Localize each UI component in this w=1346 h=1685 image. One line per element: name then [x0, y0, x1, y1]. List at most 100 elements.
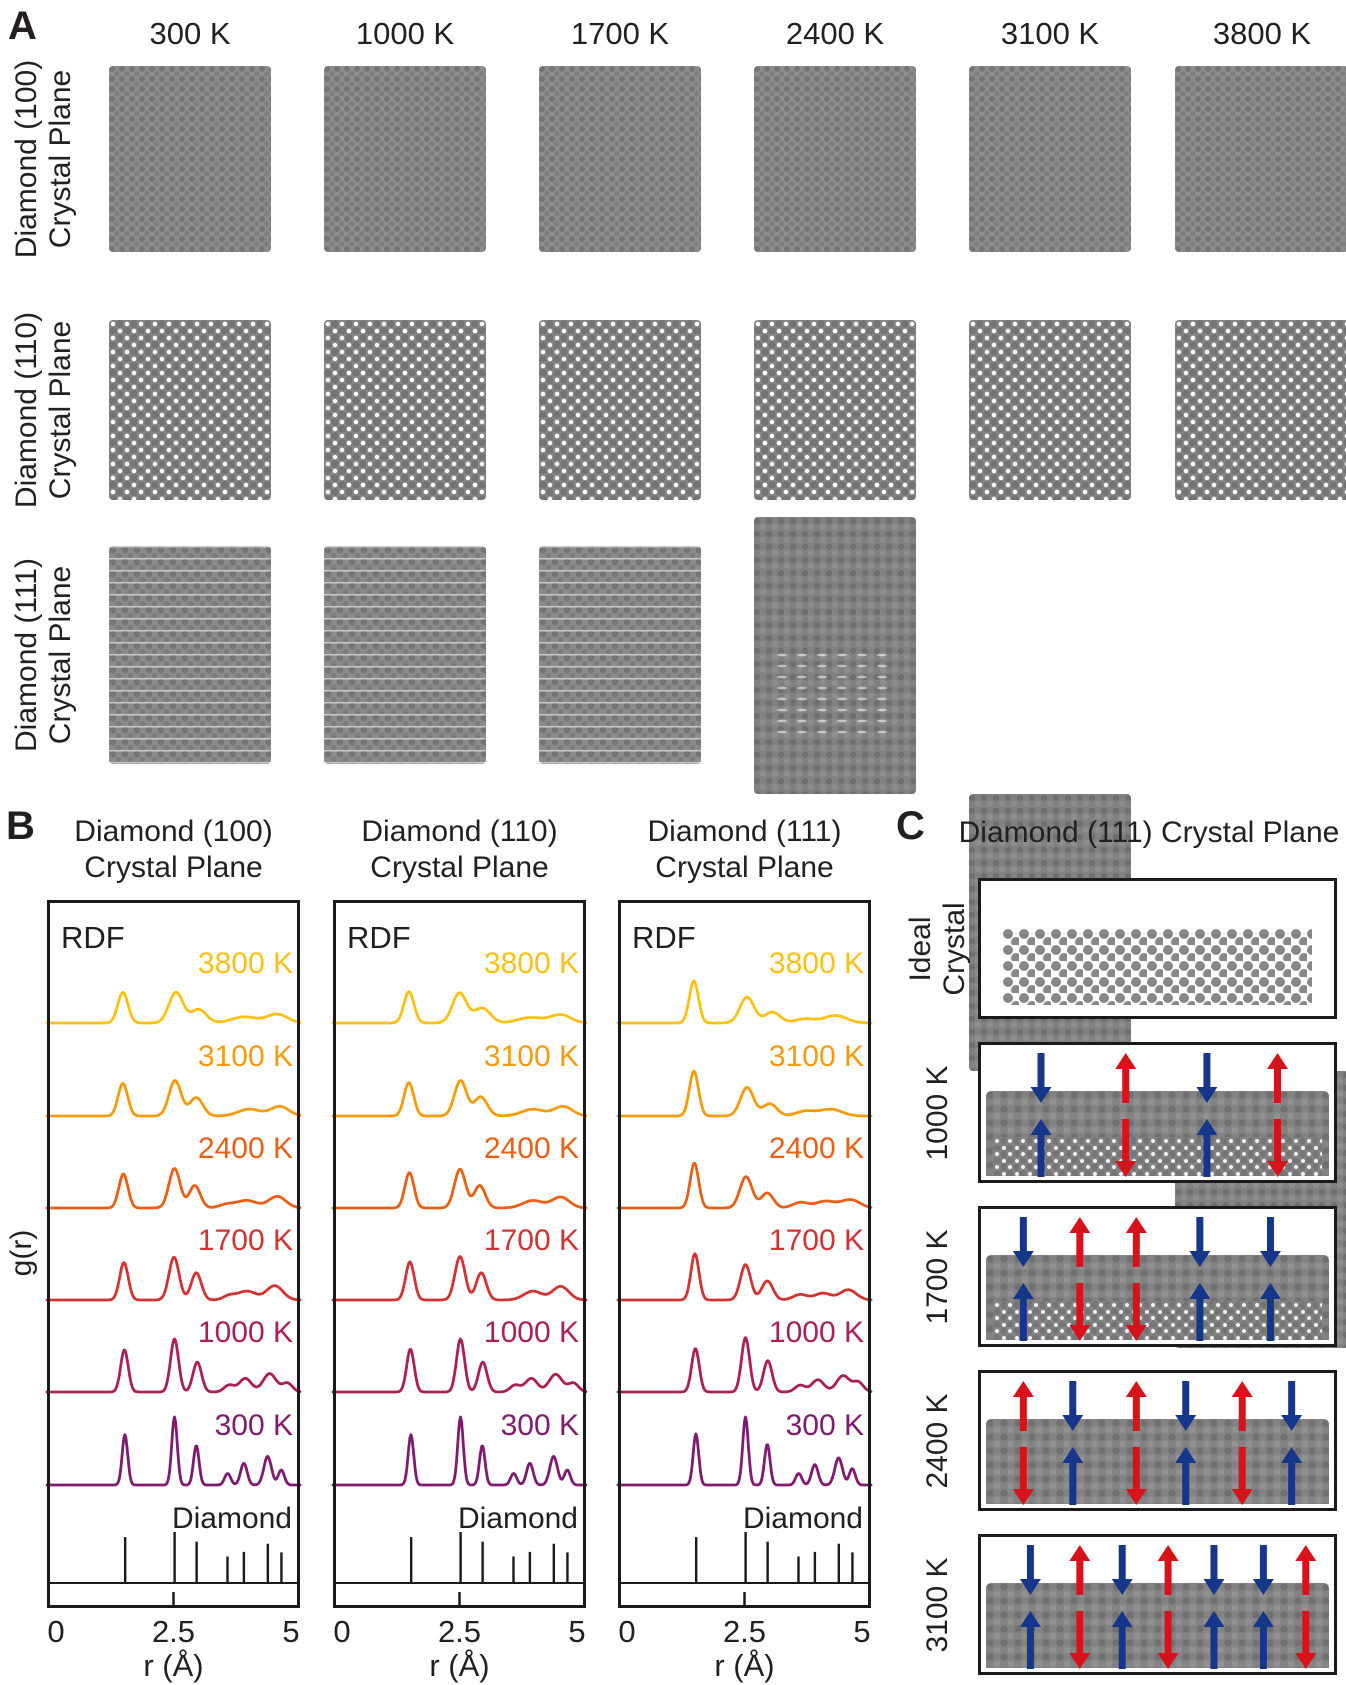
crystal-slab-box — [978, 1206, 1337, 1347]
rdf-plot: RDF 3800 K 3100 K 2400 K 1700 K 1000 K 300 K Di… — [331, 900, 588, 1608]
temperature-series-label: 3100 K — [769, 1040, 864, 1073]
rdf-curve — [45, 1079, 302, 1118]
rdf-curve — [331, 1415, 588, 1487]
x-tick-label: 0 — [333, 1614, 351, 1649]
rdf-plot: RDF 3800 K 3100 K 2400 K 1700 K 1000 K 300 K Di… — [616, 900, 873, 1608]
temperature-series-label: 2400 K — [198, 1132, 293, 1165]
simulation-snapshot — [324, 66, 486, 252]
arrow-down-head-icon — [1281, 1415, 1303, 1431]
temperature-series-label: 300 K — [501, 1409, 579, 1442]
arrow-up-head-icon — [1012, 1381, 1034, 1397]
rdf-curve — [616, 1336, 873, 1394]
arrow-down-head-icon — [1062, 1415, 1084, 1431]
temperature-series-label: 3100 K — [198, 1040, 293, 1073]
arrow-down-head-icon — [1125, 1489, 1147, 1505]
rdf-curve — [331, 990, 588, 1025]
simulation-snapshot — [109, 546, 271, 764]
arrow-down-head-icon — [1069, 1325, 1091, 1341]
plot-border — [333, 900, 586, 1608]
temperature-header: 300 K — [149, 16, 231, 51]
arrow-up-head-icon — [1069, 1217, 1091, 1233]
simulation-snapshot — [324, 546, 486, 764]
arrow-down-head-icon — [1259, 1251, 1281, 1267]
arrow-down-head-icon — [1252, 1579, 1274, 1595]
diamond-reference-label: Diamond — [743, 1502, 863, 1535]
temperature-series-label: 1700 K — [198, 1224, 293, 1257]
slab-row-label-line: Crystal — [938, 901, 971, 996]
arrow-down-head-icon — [1196, 1087, 1218, 1103]
temperature-series-label: 2400 K — [484, 1132, 579, 1165]
panel-c-label: C — [896, 804, 925, 848]
arrow-down-head-icon — [1125, 1325, 1147, 1341]
slab-row-label-line: 1700 K — [921, 1228, 954, 1325]
rdf-plot-title-line: Diamond (110) — [361, 815, 558, 848]
rdf-plot-title-line: Diamond (111) — [647, 815, 842, 848]
rdf-curve — [45, 990, 302, 1025]
slab-row-label: 3100 K — [921, 1557, 955, 1652]
displacement-arrows — [1030, 1053, 1289, 1177]
arrow-up-head-icon — [1069, 1545, 1091, 1561]
arrow-up-head-icon — [1125, 1381, 1147, 1397]
slab-row-label-line: 1000 K — [921, 1064, 954, 1161]
rdf-plot: RDF 3800 K 3100 K 2400 K 1700 K 1000 K 300 K Di… — [45, 900, 302, 1608]
arrow-down-head-icon — [1157, 1653, 1179, 1669]
rdf-curve — [616, 979, 873, 1025]
crystal-slab-box — [978, 1370, 1337, 1511]
arrow-up-head-icon — [1012, 1283, 1034, 1299]
rdf-curve — [45, 1256, 302, 1302]
panel-c-title: Diamond (111) Crystal Plane — [958, 816, 1340, 849]
heated-crystal-slab — [986, 1419, 1329, 1504]
temperature-header: 1700 K — [570, 16, 670, 51]
slab-row-label: Ideal Crystal — [904, 902, 972, 995]
arrow-up-head-icon — [1125, 1217, 1147, 1233]
arrow-down-head-icon — [1030, 1087, 1052, 1103]
arrow-down-head-icon — [1189, 1251, 1211, 1267]
temperature-series-label: 1000 K — [769, 1316, 864, 1349]
simulation-snapshot — [754, 66, 916, 252]
arrow-down-head-icon — [1019, 1579, 1041, 1595]
x-axis-title: r (Å) — [714, 1648, 775, 1683]
arrow-up-head-icon — [1189, 1283, 1211, 1299]
simulation-snapshot — [754, 517, 916, 794]
arrow-down-head-icon — [1175, 1415, 1197, 1431]
slab-row-label-line: 2400 K — [921, 1392, 954, 1489]
temperature-series-label: 1700 K — [769, 1224, 864, 1257]
x-tick-label: 5 — [568, 1614, 586, 1649]
rdf-curve — [616, 1252, 873, 1302]
simulation-snapshot — [539, 320, 701, 500]
arrow-up-head-icon — [1019, 1611, 1041, 1627]
simulation-snapshot — [969, 66, 1131, 252]
row-plane-label-line: Diamond (100) — [10, 59, 43, 259]
arrow-up-head-icon — [1030, 1119, 1052, 1135]
simulation-snapshot — [324, 320, 486, 500]
rdf-corner-label: RDF — [61, 920, 125, 955]
rdf-curve — [616, 1069, 873, 1118]
x-tick-label: 5 — [282, 1614, 300, 1649]
rdf-corner-label: RDF — [347, 920, 411, 955]
crystal-slab-box — [978, 1042, 1337, 1183]
simulation-snapshot — [1175, 66, 1346, 252]
ordered-lattice-band — [992, 1136, 1323, 1176]
temperature-series-label: 1000 K — [484, 1316, 579, 1349]
rdf-curve — [45, 1337, 302, 1394]
arrow-up-head-icon — [1231, 1381, 1253, 1397]
row-plane-label-line: Diamond (111) — [10, 558, 43, 752]
arrow-up-head-icon — [1115, 1053, 1137, 1069]
slab-row-label-line: Ideal — [904, 915, 937, 982]
row-plane-label: Diamond (100) Crystal Plane — [10, 60, 78, 258]
temperature-series-label: 2400 K — [769, 1132, 864, 1165]
simulation-snapshot — [109, 66, 271, 252]
displacement-arrows — [981, 881, 1334, 1016]
temperature-series-label: 3100 K — [484, 1040, 579, 1073]
rdf-curve — [45, 1415, 302, 1487]
rdf-plot-title-line: Crystal Plane — [655, 851, 834, 884]
displacement-arrows — [1012, 1217, 1281, 1341]
panel-a-label: A — [8, 4, 37, 48]
arrow-down-head-icon — [1267, 1161, 1289, 1177]
x-axis-title: r (Å) — [143, 1648, 204, 1683]
ideal-crystal-slab — [1003, 929, 1312, 1005]
rdf-plot-title: Diamond (110) Crystal Plane — [333, 814, 586, 886]
x-tick-label: 5 — [853, 1614, 871, 1649]
rdf-curve — [331, 1167, 588, 1210]
